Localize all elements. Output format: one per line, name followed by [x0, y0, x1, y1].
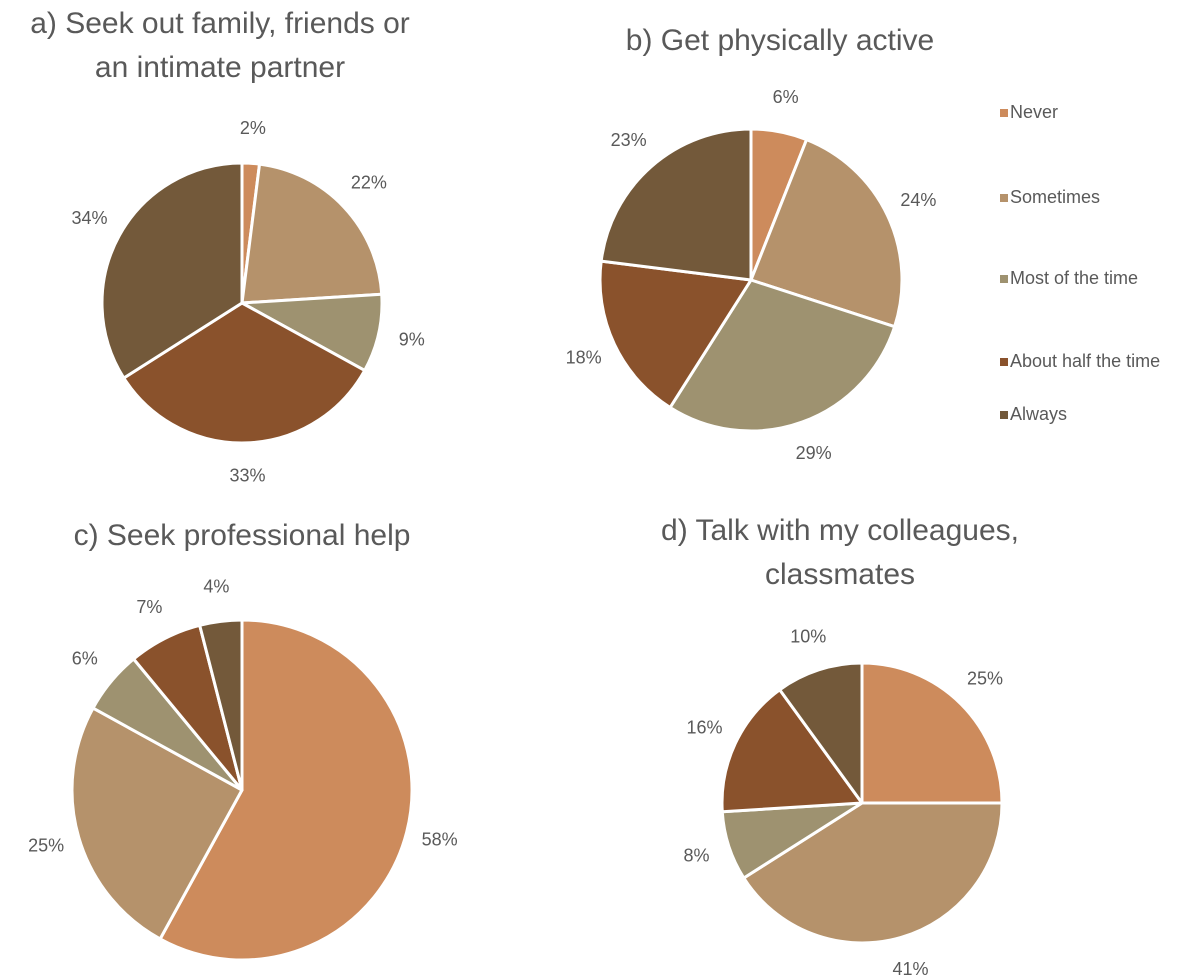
pie-slice	[198, 618, 244, 792]
legend-label: Always	[1010, 404, 1068, 424]
pie-slice	[122, 301, 367, 445]
data-label: 25%	[28, 836, 64, 856]
legend-item: Most of the time	[1000, 264, 1170, 293]
legend-label: Never	[1010, 102, 1059, 122]
pie-slice	[720, 688, 864, 814]
legend-item: Always	[1000, 400, 1170, 429]
data-label: 16%	[687, 718, 723, 738]
data-label: 18%	[566, 348, 602, 368]
data-label: 29%	[796, 443, 832, 463]
pie-slice	[668, 278, 897, 433]
data-label: 4%	[203, 576, 229, 596]
legend-label: Sometimes	[1010, 187, 1101, 207]
legend-swatch	[1000, 194, 1008, 202]
pie-slice	[240, 162, 384, 305]
legend-swatch	[1000, 358, 1008, 366]
data-label: 2%	[240, 118, 266, 138]
legend-swatch	[1000, 275, 1008, 283]
pie-slice	[70, 706, 244, 941]
pie-slice	[599, 127, 753, 282]
data-label: 8%	[684, 846, 710, 866]
data-label: 41%	[893, 959, 929, 977]
data-label: 6%	[773, 87, 799, 107]
legend-item: Sometimes	[1000, 183, 1170, 212]
chart-title: a) Seek out family, friends or	[30, 7, 410, 40]
chart-title: b) Get physically active	[626, 24, 934, 57]
data-label: 24%	[900, 190, 936, 210]
chart-title: an intimate partner	[95, 51, 345, 84]
pie-slice	[598, 259, 753, 409]
legend-swatch	[1000, 109, 1008, 117]
data-label: 9%	[399, 330, 425, 350]
pie-slice	[860, 661, 1004, 805]
legend: Never Sometimes Most of the time About half…	[1000, 98, 1170, 429]
pie-slice	[749, 138, 904, 329]
data-label: 25%	[967, 669, 1003, 689]
data-label: 34%	[72, 208, 108, 228]
data-label: 22%	[351, 173, 387, 193]
pie-slice	[778, 661, 864, 805]
data-label: 33%	[229, 466, 265, 486]
legend-label: Most of the time	[1010, 268, 1139, 288]
chart-title: d) Talk with my colleagues,	[661, 514, 1019, 547]
data-label: 10%	[790, 626, 826, 646]
data-label: 23%	[611, 130, 647, 150]
pie-slice	[240, 292, 384, 372]
legend-item: About half the time	[1000, 347, 1170, 376]
legend-label: About half the time	[1010, 351, 1161, 371]
pie-slice	[100, 161, 244, 380]
data-label: 6%	[72, 649, 98, 669]
data-label: 7%	[136, 597, 162, 617]
chart-title: classmates	[765, 558, 915, 591]
chart-title: c) Seek professional help	[74, 519, 411, 552]
legend-swatch	[1000, 411, 1008, 419]
legend-item: Never	[1000, 98, 1170, 127]
data-label: 58%	[422, 829, 458, 849]
pie-slice	[158, 618, 414, 962]
